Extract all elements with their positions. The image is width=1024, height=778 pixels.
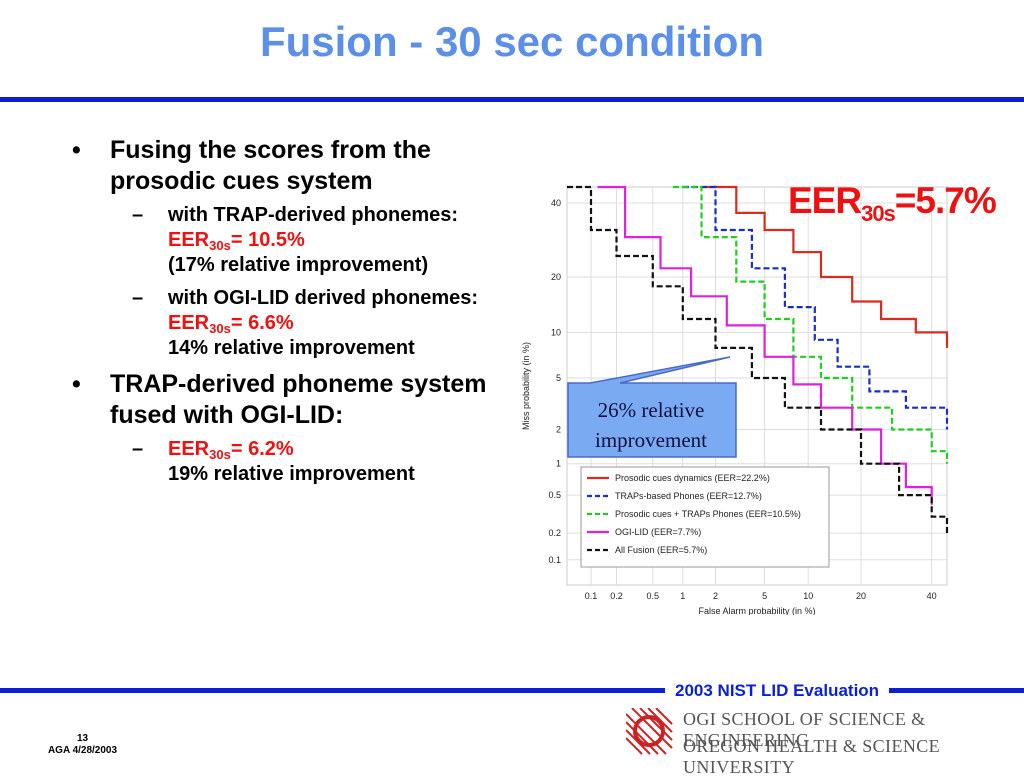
eer-subscript: 30s [209,447,231,462]
legend-box [580,466,830,568]
legend-entry: All Fusion (EER=5.7%) [615,545,707,555]
sub-bullet-item: – with TRAP-derived phonemes: EER30s= 10… [70,203,510,278]
legend-entry: OGI-LID (EER=7.7%) [615,527,701,537]
sub-bullet-note: (17% relative improvement) [168,254,429,276]
x-tick-label: 2 [713,591,718,601]
institution-line-1: OGI SCHOOL OF SCIENCE & ENGINEERING [683,709,926,750]
x-tick-label: 1 [680,591,685,601]
legend-entry: TRAPs-based Phones (EER=12.7%) [615,491,762,501]
footer-title: 2003 NIST LID Evaluation [665,679,890,703]
series-line [704,185,949,348]
headline-eer-subscript: 30s [861,201,896,226]
y-axis-label: Miss probability (in %) [521,342,531,430]
x-tick-label: 5 [762,591,767,601]
page-number: 13 [76,733,89,744]
headline-eer-number: =5.7% [894,180,997,221]
bullet-dot-icon: • [72,136,81,164]
y-tick-label: 5 [556,373,561,383]
sub-bullet-lead: with OGI-LID derived phonemes: [168,287,479,309]
slide-title: Fusion - 30 sec condition [259,18,765,65]
x-tick-label: 0.5 [647,591,660,601]
page-date: AGA 4/28/2003 [47,745,118,756]
bullet-item: • Fusing the scores from the prosodic cu… [70,135,510,197]
y-tick-label: 2 [556,424,561,434]
series-line [672,185,949,464]
eer-number: = 6.2% [230,438,294,460]
x-tick-label: 40 [927,591,937,601]
eer-subscript: 30s [209,238,231,253]
sub-bullet-item: – EER30s= 6.2% 19% relative improvement [70,437,510,487]
y-tick-label: 1 [556,459,561,469]
eer-subscript: 30s [209,321,231,336]
x-axis-label: False Alarm probability (in %) [698,606,815,615]
bullet-text: Fusing the scores from the prosodic cues… [110,136,431,195]
callout-bubble [567,356,737,458]
eer-prefix: EER [168,229,210,251]
eer-value: EER30s= 6.6% [168,312,294,336]
y-tick-label: 0.1 [548,555,561,565]
callout-shape [567,356,737,458]
y-tick-label: 10 [551,327,561,337]
ohsu-logo-icon [626,708,673,755]
x-tick-label: 20 [856,591,866,601]
x-tick-label: 0.1 [585,591,598,601]
headline-eer: EER30s=5.7% [788,180,997,225]
institution-line-2: OREGON HEALTH & SCIENCE UNIVERSITY [683,736,941,777]
eer-number: = 10.5% [230,229,305,251]
y-tick-label: 0.5 [548,490,561,500]
headline-eer-prefix: EER [788,180,862,221]
y-tick-label: 0.2 [548,528,561,538]
y-tick-label: 20 [551,272,561,282]
sub-bullet-note: 19% relative improvement [168,463,415,485]
eer-value: EER30s= 10.5% [168,229,305,253]
eer-prefix: EER [168,438,210,460]
dash-icon: – [132,438,144,460]
eer-value: EER30s= 6.2% [168,438,294,462]
sub-bullet-note: 14% relative improvement [168,337,415,359]
title-rule [0,97,1024,102]
legend-entry: Prosodic cues + TRAPs Phones (EER=10.5%) [615,509,801,519]
sub-bullet-item: – with OGI-LID derived phonemes: EER30s=… [70,286,510,361]
dash-icon: – [132,204,144,226]
series-line [682,185,949,430]
dash-icon: – [132,287,144,309]
callout-text: 26% relative improvement [595,398,707,452]
eer-prefix: EER [168,312,210,334]
footer-rule [0,688,1024,693]
legend-entry: Prosodic cues dynamics (EER=22.2%) [615,473,770,483]
bullet-list: • Fusing the scores from the prosodic cu… [70,135,510,495]
bullet-dot-icon: • [72,370,81,398]
bullet-item: • TRAP-derived phoneme system fused with… [70,369,510,431]
x-tick-label: 0.2 [610,591,623,601]
sub-bullet-lead: with TRAP-derived phonemes: [168,204,459,226]
bullet-text: TRAP-derived phoneme system fused with O… [110,370,487,429]
page-info: 13 AGA 4/28/2003 [0,733,165,757]
eer-number: = 6.6% [230,312,294,334]
y-tick-label: 40 [551,198,561,208]
series-line [567,185,949,534]
x-tick-label: 10 [803,591,813,601]
